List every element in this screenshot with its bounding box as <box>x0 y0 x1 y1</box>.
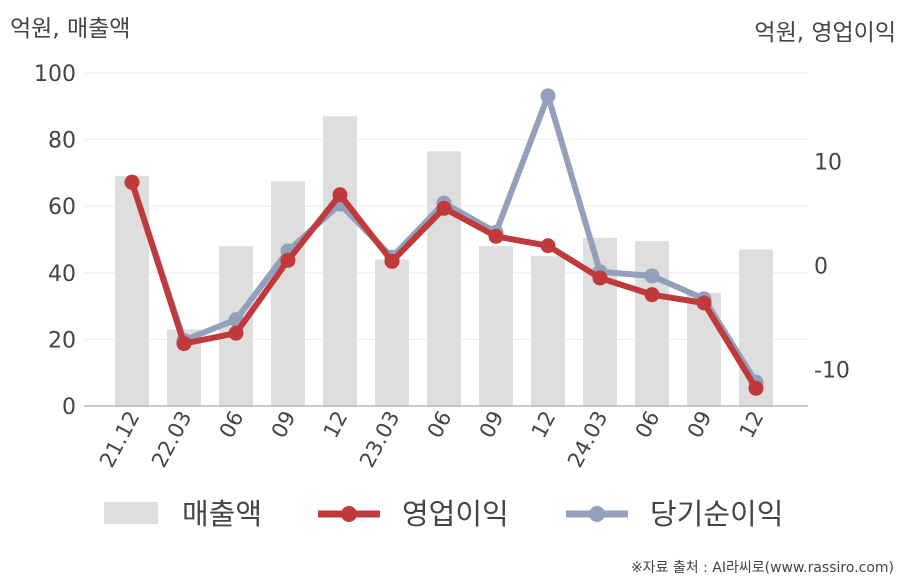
x-tick-label: 06 <box>215 407 249 442</box>
operating-profit-point-11 <box>696 295 712 311</box>
profit-lines <box>124 88 764 396</box>
legend-marker-net-profit <box>589 506 605 522</box>
revenue-bar-3 <box>271 181 305 406</box>
x-tick-label: 12 <box>319 407 353 442</box>
operating-profit-point-0 <box>124 174 140 190</box>
x-tick-label: 23.03 <box>355 407 404 471</box>
operating-profit-point-6 <box>436 200 452 216</box>
legend-swatch-revenue <box>104 502 158 524</box>
x-tick-label: 24.03 <box>563 407 612 471</box>
legend-label-net-profit: 당기순이익 <box>650 497 783 531</box>
operating-profit-point-8 <box>540 238 556 254</box>
x-tick-label: 09 <box>267 407 301 442</box>
right-tick-label: 0 <box>814 255 828 280</box>
x-tick-label: 09 <box>683 407 717 442</box>
revenue-bar-10 <box>635 241 669 406</box>
legend-label-operating-profit: 영업이익 <box>402 497 509 531</box>
operating-profit-point-10 <box>644 287 660 303</box>
left-tick-label: 60 <box>48 195 76 220</box>
operating-profit-point-1 <box>176 336 192 352</box>
left-tick-label: 40 <box>48 262 76 287</box>
operating-profit-point-9 <box>592 270 608 286</box>
net-profit-point-10 <box>644 268 660 284</box>
x-tick-label: 06 <box>631 407 665 442</box>
revenue-bar-5 <box>375 259 409 406</box>
revenue-bar-8 <box>531 256 565 406</box>
legend-label-revenue: 매출액 <box>182 497 262 531</box>
source-note: ※자료 출처 : AI라씨로(www.rassiro.com) <box>631 560 894 576</box>
left-tick-label: 0 <box>62 395 76 420</box>
left-tick-label: 20 <box>48 328 76 353</box>
net-profit-point-8 <box>540 88 556 104</box>
revenue-bar-6 <box>427 151 461 406</box>
operating-profit-point-12 <box>748 380 764 396</box>
x-tick-label: 09 <box>475 407 509 442</box>
x-tick-label: 06 <box>423 407 457 442</box>
revenue-bar-7 <box>479 246 513 406</box>
left-tick-label: 100 <box>34 62 76 87</box>
x-tick-label: 12 <box>527 407 561 442</box>
x-tick-label: 12 <box>735 407 769 442</box>
x-tick-label: 21.12 <box>95 407 144 471</box>
revenue-bar-4 <box>323 116 357 406</box>
legend-marker-operating-profit <box>341 506 357 522</box>
operating-profit-point-2 <box>228 325 244 341</box>
x-axis-ticks: 21.12 22.03 06 09 12 23.03 06 09 12 24.03 06 09 12 <box>95 407 768 471</box>
legend: 매출액 영업이익 당기순이익 <box>104 497 783 531</box>
operating-profit-point-3 <box>280 252 296 268</box>
right-tick-label: -10 <box>814 359 850 384</box>
operating-profit-point-5 <box>384 253 400 269</box>
operating-profit-point-7 <box>488 228 504 244</box>
right-y-axis-ticks: -10 0 10 <box>814 150 850 383</box>
operating-profit-point-4 <box>332 187 348 203</box>
right-tick-label: 10 <box>814 150 842 175</box>
revenue-bars <box>115 116 773 406</box>
left-tick-label: 80 <box>48 129 76 154</box>
left-y-axis-ticks: 0 20 40 60 80 100 <box>34 62 76 420</box>
x-tick-label: 22.03 <box>147 407 196 471</box>
right-axis-title: 억원, 영업이익 <box>754 20 896 46</box>
left-axis-title: 억원, 매출액 <box>10 16 130 42</box>
